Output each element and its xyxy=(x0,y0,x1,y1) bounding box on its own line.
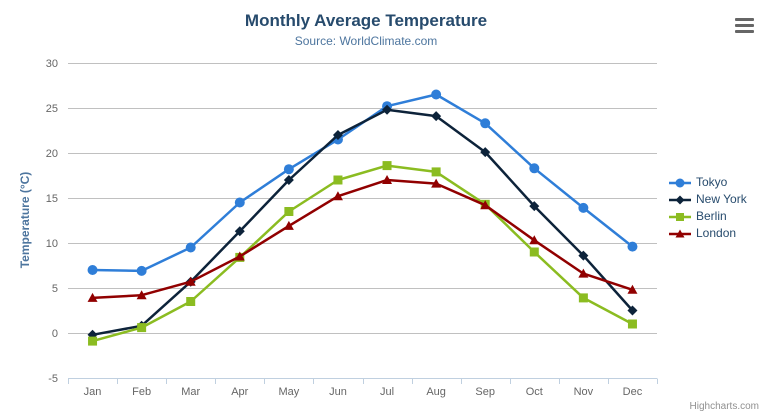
circle-marker-icon xyxy=(529,163,540,174)
circle-marker-icon xyxy=(87,265,98,275)
series-new-york xyxy=(87,104,638,340)
triangle-marker-icon xyxy=(529,235,540,245)
legend-item-berlin[interactable]: Berlin xyxy=(669,210,747,223)
diamond-marker-icon xyxy=(627,305,638,316)
legend-item-label: London xyxy=(696,226,737,240)
y-axis-labels: -5 0 5 10 15 20 25 30 xyxy=(46,58,58,385)
triangle-marker-icon xyxy=(185,276,196,286)
legend-item-label: Tokyo xyxy=(696,175,728,189)
square-marker-icon xyxy=(627,319,637,329)
x-axis-label: May xyxy=(278,386,299,398)
y-axis-label: 5 xyxy=(52,283,58,295)
x-axis-label: Feb xyxy=(132,386,151,398)
triangle-marker-icon xyxy=(431,178,442,188)
diamond-marker-icon xyxy=(283,175,294,185)
diamond-marker-icon xyxy=(578,250,589,261)
x-axis-label: Apr xyxy=(231,386,248,398)
triangle-marker-icon xyxy=(675,229,685,237)
circle-marker-icon xyxy=(578,202,589,213)
square-marker-icon xyxy=(431,167,441,177)
legend-marker-diamond-icon xyxy=(669,195,691,204)
circle-marker-icon xyxy=(480,118,491,129)
series-line xyxy=(91,93,634,273)
legend: Tokyo New York Berlin London xyxy=(669,176,747,240)
circle-marker-icon xyxy=(234,197,245,208)
triangle-marker-icon xyxy=(234,251,245,261)
series-tokyo xyxy=(87,89,638,276)
x-axis-label: Sep xyxy=(475,386,495,398)
x-axis: Jan Feb Mar Apr May Jun Jul Aug Sep Oct Nov Dec xyxy=(68,378,658,398)
legend-marker-circle-icon xyxy=(669,178,691,187)
series-line xyxy=(91,164,634,343)
circle-marker-icon xyxy=(431,89,442,100)
triangle-marker-icon xyxy=(627,284,638,294)
diamond-marker-icon xyxy=(431,111,442,122)
triangle-marker-icon xyxy=(480,200,491,210)
square-marker-icon xyxy=(333,175,343,185)
square-marker-icon xyxy=(676,212,684,221)
square-marker-icon xyxy=(284,207,294,216)
y-axis-label: 20 xyxy=(46,148,58,160)
series-line xyxy=(91,178,634,300)
diamond-marker-icon xyxy=(675,195,685,204)
triangle-marker-icon xyxy=(283,220,294,230)
x-axis-label: Mar xyxy=(181,386,200,398)
legend-marker-square-icon xyxy=(669,212,691,221)
y-axis-label: 0 xyxy=(52,328,58,340)
square-marker-icon xyxy=(529,247,539,257)
legend-item-label: Berlin xyxy=(696,209,727,223)
circle-marker-icon xyxy=(283,164,294,175)
x-axis-label: Oct xyxy=(526,386,543,398)
y-gridlines xyxy=(68,63,657,379)
series-london xyxy=(87,175,638,302)
x-axis-label: Dec xyxy=(623,386,643,398)
triangle-marker-icon xyxy=(136,290,147,300)
diamond-marker-icon xyxy=(332,130,343,140)
diamond-marker-icon xyxy=(529,201,540,212)
circle-marker-icon xyxy=(627,241,638,252)
export-menu-button[interactable] xyxy=(730,16,758,40)
legend-item-label: New York xyxy=(696,192,747,206)
legend-item-tokyo[interactable]: Tokyo xyxy=(669,176,747,189)
chart-subtitle: Source: WorldClimate.com xyxy=(294,34,438,48)
circle-marker-icon xyxy=(136,265,147,276)
legend-marker-triangle-icon xyxy=(669,229,691,237)
y-axis-label: 15 xyxy=(46,193,58,205)
square-marker-icon xyxy=(137,323,147,333)
x-axis-label: Jul xyxy=(380,386,394,398)
y-axis-label: -5 xyxy=(48,373,58,385)
x-axis-label: Jan xyxy=(84,386,102,398)
hamburger-icon xyxy=(734,18,754,33)
series-line xyxy=(91,108,634,337)
credits-link[interactable]: Highcharts.com xyxy=(689,401,759,412)
circle-marker-icon xyxy=(675,178,685,187)
y-axis-title: Temperature (°C) xyxy=(18,171,32,269)
y-axis-label: 25 xyxy=(46,103,58,115)
triangle-marker-icon xyxy=(87,292,98,302)
square-marker-icon xyxy=(186,297,196,306)
triangle-marker-icon xyxy=(578,268,589,278)
diamond-marker-icon xyxy=(480,147,491,158)
x-axis-label: Jun xyxy=(329,386,347,398)
square-marker-icon xyxy=(578,293,588,303)
triangle-marker-icon xyxy=(332,191,343,201)
square-marker-icon xyxy=(382,161,392,171)
x-axis-label: Aug xyxy=(426,386,446,398)
legend-item-london[interactable]: London xyxy=(669,227,747,240)
diamond-marker-icon xyxy=(234,226,245,237)
legend-item-new-york[interactable]: New York xyxy=(669,193,747,206)
y-axis-label: 30 xyxy=(46,58,58,70)
y-axis-label: 10 xyxy=(46,238,58,250)
chart-title: Monthly Average Temperature xyxy=(244,11,488,30)
diamond-marker-icon xyxy=(382,104,393,115)
circle-marker-icon xyxy=(185,242,196,253)
x-axis-label: Nov xyxy=(574,386,594,398)
triangle-marker-icon xyxy=(382,175,393,184)
square-marker-icon xyxy=(88,336,98,346)
